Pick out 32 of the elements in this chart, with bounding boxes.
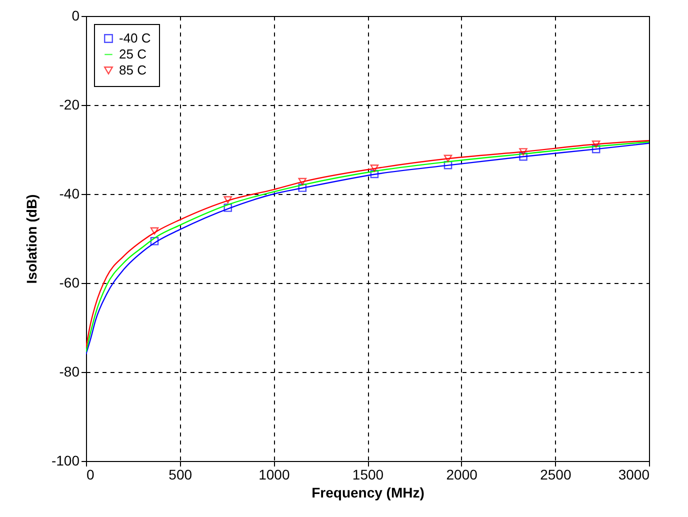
y-tick-label: -80 xyxy=(59,364,80,380)
point xyxy=(444,160,452,170)
x-tick-label: 2000 xyxy=(446,466,478,482)
point xyxy=(519,152,528,161)
x-tick-label: 3000 xyxy=(618,466,650,482)
legend-label: 85 C xyxy=(119,62,146,78)
x-tick-label: 1500 xyxy=(352,466,384,482)
x-tick-label: 1000 xyxy=(258,466,290,482)
point xyxy=(519,148,528,156)
x-tick-label: 2500 xyxy=(540,466,572,482)
legend-label: 25 C xyxy=(119,46,146,62)
x-tick-label: 0 xyxy=(86,466,94,482)
point xyxy=(370,164,379,172)
point xyxy=(298,184,307,192)
y-tick-label: -60 xyxy=(59,274,80,290)
point xyxy=(370,170,379,178)
point xyxy=(298,178,307,186)
point xyxy=(592,144,600,154)
x-axis-title: Frequency (MHz) xyxy=(312,484,424,500)
y-tick-label: 0 xyxy=(72,8,80,24)
point xyxy=(150,237,159,246)
x-tick-label: 500 xyxy=(168,466,192,482)
legend-label: -40 C xyxy=(119,30,151,46)
y-tick-label: -40 xyxy=(59,186,80,202)
y-tick-label: -100 xyxy=(51,452,80,468)
point xyxy=(224,204,232,212)
point xyxy=(444,154,452,162)
point xyxy=(224,196,232,204)
y-axis-title: Isolation (dB) xyxy=(23,194,40,284)
point xyxy=(592,140,600,148)
y-tick-label: -20 xyxy=(59,96,80,112)
point xyxy=(150,227,159,235)
